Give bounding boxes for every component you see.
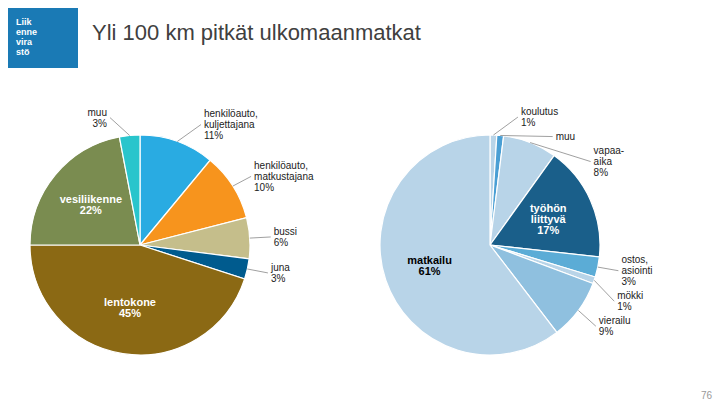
outside-label: muu bbox=[556, 131, 575, 142]
leader-line bbox=[177, 125, 201, 142]
outside-label-line: 8% bbox=[594, 167, 609, 178]
outside-label: mökki1% bbox=[617, 290, 643, 312]
pie-slice bbox=[119, 135, 140, 245]
outside-label-line: bussi bbox=[274, 226, 297, 237]
outside-label-line: henkilöauto, bbox=[254, 160, 308, 171]
page: {"title": "Yli 100 km pitkät ulkomaanmat… bbox=[0, 0, 720, 405]
leader-line bbox=[233, 176, 251, 186]
inside-label-line: 17% bbox=[537, 224, 559, 236]
logo-box bbox=[8, 8, 78, 68]
outside-label: vapaa-aika8% bbox=[594, 145, 625, 178]
outside-label-line: 3% bbox=[93, 118, 108, 129]
inside-label: matkailu61% bbox=[407, 254, 452, 277]
logo: Liikennevirastö bbox=[8, 8, 78, 68]
title: Yli 100 km pitkät ulkomaanmatkat bbox=[92, 20, 421, 45]
logo-text: Liikennevirastö bbox=[16, 17, 37, 57]
outside-label-line: koulutus bbox=[521, 106, 558, 117]
pie-chart: työhönliittyvä17%matkailu61%koulutus1%mu… bbox=[380, 106, 653, 355]
leader-line bbox=[493, 117, 518, 135]
chart-svg: Yli 100 km pitkät ulkomaanmatkat Liikenne… bbox=[0, 0, 720, 405]
inside-label-line: 61% bbox=[419, 265, 441, 277]
outside-label: bussi6% bbox=[274, 226, 297, 248]
outside-label-line: henkilöauto, bbox=[204, 108, 258, 119]
outside-label-line: vierailu bbox=[599, 315, 631, 326]
leader-line bbox=[250, 237, 271, 238]
inside-label: vesiliikenne22% bbox=[60, 193, 122, 216]
outside-label-line: muu bbox=[88, 107, 107, 118]
outside-label-line: 11% bbox=[204, 130, 223, 141]
outside-label-line: 6% bbox=[274, 237, 289, 248]
outside-label-line: 1% bbox=[617, 301, 632, 312]
outside-label-line: mökki bbox=[617, 290, 643, 301]
inside-label: lentokone45% bbox=[104, 296, 156, 319]
outside-label-line: asiointi bbox=[621, 265, 652, 276]
outside-label: vierailu9% bbox=[599, 315, 631, 337]
pie-slice bbox=[490, 156, 600, 257]
logo-line: enne bbox=[16, 27, 37, 37]
outside-label-line: 3% bbox=[271, 273, 286, 284]
outside-label: koulutus1% bbox=[521, 106, 558, 128]
leader-line bbox=[578, 310, 595, 326]
outside-label-line: juna bbox=[270, 262, 290, 273]
chart-container: Yli 100 km pitkät ulkomaanmatkat Liikenne… bbox=[0, 0, 720, 405]
slices bbox=[30, 135, 250, 355]
pie-slice bbox=[30, 245, 245, 355]
page-number: 76 bbox=[701, 390, 713, 401]
leader-line bbox=[594, 280, 614, 301]
logo-line: stö bbox=[16, 47, 30, 57]
logo-line: Liik bbox=[16, 17, 32, 27]
inside-label: työhönliittyvä17% bbox=[530, 202, 567, 236]
outside-label-line: 10% bbox=[254, 182, 274, 193]
leader-line bbox=[110, 118, 130, 136]
outside-label: ostos,asiointi3% bbox=[621, 254, 652, 287]
pie-chart: lentokone45%vesiliikenne22%muu3%henkilöa… bbox=[30, 107, 314, 355]
outside-label: muu3% bbox=[88, 107, 108, 129]
outside-label-line: matkustajana bbox=[254, 171, 314, 182]
outside-label-line: vapaa- bbox=[594, 145, 625, 156]
logo-line: vira bbox=[16, 37, 33, 47]
slices bbox=[380, 135, 600, 355]
leader-line bbox=[530, 143, 590, 162]
inside-label-line: 22% bbox=[80, 204, 102, 216]
leader-line bbox=[247, 269, 268, 273]
data-labels: lentokone45%vesiliikenne22%muu3%henkilöa… bbox=[60, 107, 314, 320]
outside-label: juna3% bbox=[270, 262, 290, 284]
leader-line bbox=[500, 135, 552, 136]
inside-label-line: 45% bbox=[119, 307, 141, 319]
outside-label-line: 9% bbox=[599, 326, 614, 337]
outside-label: henkilöauto,kuljettajana11% bbox=[204, 108, 258, 141]
outside-label: henkilöauto,matkustajana10% bbox=[254, 160, 314, 193]
outside-label-line: 1% bbox=[521, 117, 536, 128]
outside-label-line: muu bbox=[556, 131, 575, 142]
pie-slice bbox=[380, 135, 557, 355]
leader-line bbox=[598, 267, 619, 271]
outside-label-line: aika bbox=[594, 156, 613, 167]
outside-label-line: ostos, bbox=[621, 254, 648, 265]
outside-label-line: kuljettajana bbox=[204, 119, 255, 130]
outside-label-line: 3% bbox=[621, 276, 636, 287]
data-labels: työhönliittyvä17%matkailu61%koulutus1%mu… bbox=[407, 106, 652, 337]
